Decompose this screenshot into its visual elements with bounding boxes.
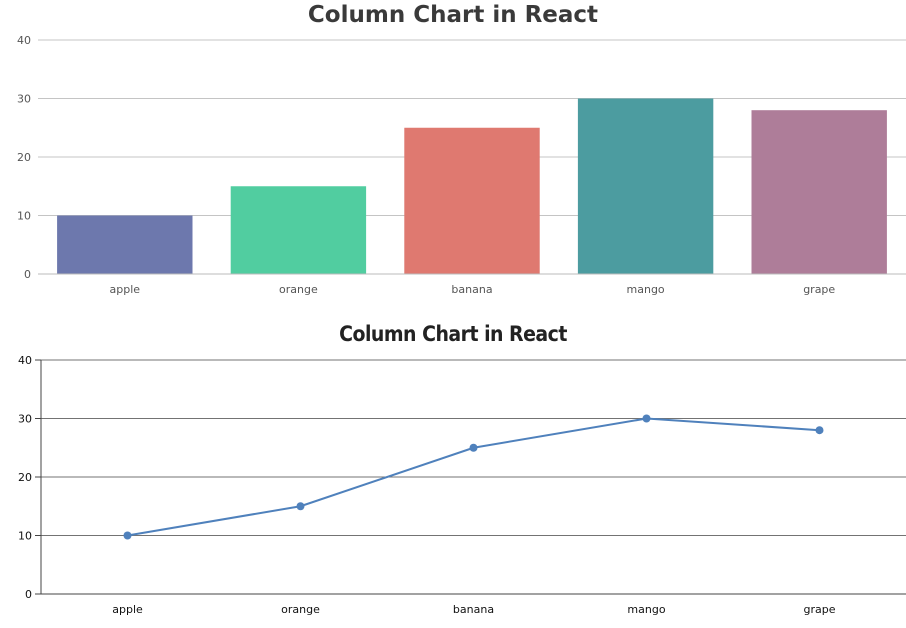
data-point — [123, 531, 132, 540]
x-tick-label: banana — [453, 603, 494, 616]
x-tick-label: apple — [110, 283, 141, 296]
data-point — [642, 414, 651, 423]
x-tick-label: mango — [627, 283, 665, 296]
column-chart: Column Chart in React 0 10 20 30 40 apple oran… — [0, 0, 906, 310]
y-tick-label: 30 — [17, 93, 31, 106]
y-tick-label: 10 — [18, 530, 32, 543]
data-point — [815, 426, 824, 435]
y-tick-label: 40 — [18, 354, 32, 367]
x-tick-label: grape — [804, 603, 836, 616]
line-chart-plot: 0 10 20 30 40 apple orange banana mango grape — [18, 354, 906, 616]
y-tick-label: 0 — [25, 588, 32, 601]
bar — [404, 127, 540, 274]
line-chart: Column Chart in React 0 10 20 30 40 apple oran… — [0, 318, 906, 628]
chart-title: Column Chart in React — [339, 322, 567, 346]
x-tick-label: banana — [451, 283, 492, 296]
x-tick-label: orange — [279, 283, 318, 296]
bar — [57, 215, 193, 274]
y-tick-label: 20 — [18, 471, 32, 484]
bar — [230, 186, 367, 274]
x-tick-label: mango — [627, 603, 665, 616]
y-tick-label: 20 — [17, 151, 31, 164]
chart-title: Column Chart in React — [307, 2, 599, 28]
x-tick-label: orange — [281, 603, 320, 616]
y-tick-label: 10 — [17, 210, 31, 223]
bar — [751, 110, 887, 274]
data-point — [296, 502, 305, 511]
column-chart-plot: 0 10 20 30 40 apple orange banana mango grape — [17, 34, 906, 296]
y-tick-label: 30 — [18, 413, 32, 426]
y-tick-label: 0 — [24, 268, 31, 281]
bar — [577, 98, 714, 274]
x-tick-label: grape — [803, 283, 835, 296]
data-point — [469, 443, 478, 452]
x-tick-label: apple — [112, 603, 143, 616]
y-tick-label: 40 — [17, 34, 31, 47]
